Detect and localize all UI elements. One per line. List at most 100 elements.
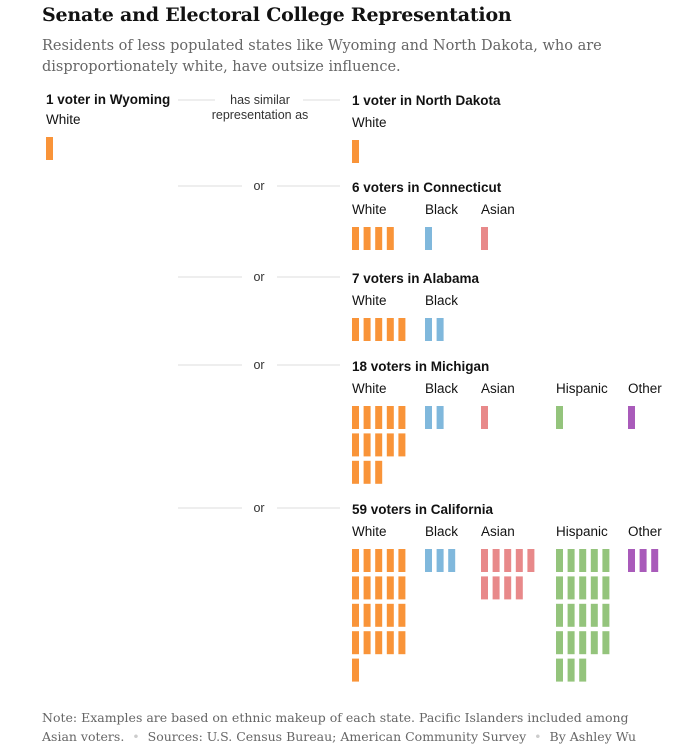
voter-unit-7-voters-in-alabama-white (398, 318, 406, 341)
group-label-18-voters-in-michigan-asian: Asian (481, 381, 515, 396)
voter-unit-59-voters-in-california-hispanic (567, 631, 575, 655)
note-text: Note: Examples are based on ethnic makeu… (42, 710, 629, 744)
pictogram-chart: 1 voter in Wyoming White 1 voter in North … (46, 92, 662, 682)
voter-unit-59-voters-in-california-hispanic (556, 549, 563, 572)
state-label-6-voters-in-connecticut: 6 voters in Connecticut (352, 180, 502, 195)
voter-unit-59-voters-in-california-hispanic (590, 549, 598, 572)
group-label-6-voters-in-connecticut-white: White (352, 202, 387, 217)
voter-unit-59-voters-in-california-white (398, 603, 406, 627)
connector-text-line1: has similar (230, 93, 290, 107)
group-label-wyoming-white: White (46, 112, 81, 127)
voter-unit-18-voters-in-michigan-white (386, 433, 394, 457)
voter-unit-6-voters-in-connecticut-white (386, 227, 394, 250)
group-label-59-voters-in-california-white: White (352, 524, 387, 539)
group-label-6-voters-in-connecticut-asian: Asian (481, 202, 515, 217)
voter-unit-wyoming-white (46, 137, 53, 160)
connector-or: or (253, 358, 264, 372)
group-label-59-voters-in-california-hispanic: Hispanic (556, 524, 608, 539)
voter-unit-59-voters-in-california-hispanic (556, 576, 563, 600)
voter-unit-59-voters-in-california-asian (492, 549, 500, 572)
voter-unit-18-voters-in-michigan-hispanic (556, 406, 563, 429)
voter-unit-59-voters-in-california-hispanic (579, 549, 587, 572)
voter-unit-18-voters-in-michigan-white (386, 406, 394, 429)
voter-unit-59-voters-in-california-white (352, 658, 359, 682)
group-label-18-voters-in-michigan-hispanic: Hispanic (556, 381, 608, 396)
voter-unit-7-voters-in-alabama-white (386, 318, 394, 341)
voter-unit-59-voters-in-california-white (398, 631, 406, 655)
chart-title: Senate and Electoral College Representat… (42, 4, 512, 26)
state-label-18-voters-in-michigan: 18 voters in Michigan (352, 359, 489, 374)
voter-unit-59-voters-in-california-other (639, 549, 647, 572)
voter-unit-18-voters-in-michigan-white (352, 460, 359, 484)
voter-unit-18-voters-in-michigan-white (363, 433, 371, 457)
voter-unit-59-voters-in-california-white (375, 549, 383, 572)
voter-unit-6-voters-in-connecticut-asian (481, 227, 488, 250)
voter-unit-18-voters-in-michigan-white (352, 433, 359, 457)
voter-unit-6-voters-in-connecticut-white (363, 227, 371, 250)
voter-unit-59-voters-in-california-white (363, 576, 371, 600)
voter-unit-59-voters-in-california-hispanic (579, 658, 587, 682)
voter-unit-59-voters-in-california-white (363, 603, 371, 627)
voter-unit-59-voters-in-california-black (448, 549, 456, 572)
chart-subtitle: Residents of less populated states like … (42, 38, 602, 75)
voter-unit-59-voters-in-california-hispanic (556, 631, 563, 655)
voter-unit-59-voters-in-california-hispanic (602, 631, 610, 655)
voter-unit-59-voters-in-california-hispanic (556, 603, 563, 627)
voter-unit-18-voters-in-michigan-white (398, 433, 406, 457)
voter-unit-1-voter-in-north-dakota-white (352, 140, 359, 163)
voter-unit-59-voters-in-california-asian (515, 576, 523, 600)
voter-unit-59-voters-in-california-hispanic (602, 576, 610, 600)
voter-unit-59-voters-in-california-hispanic (579, 603, 587, 627)
voter-unit-6-voters-in-connecticut-black (425, 227, 432, 250)
voter-unit-59-voters-in-california-hispanic (590, 576, 598, 600)
state-label-1-voter-in-wyoming: 1 voter in Wyoming (46, 92, 170, 107)
voter-unit-59-voters-in-california-hispanic (590, 603, 598, 627)
voter-unit-59-voters-in-california-white (375, 603, 383, 627)
voter-unit-18-voters-in-michigan-white (352, 406, 359, 429)
state-label-59-voters-in-california: 59 voters in California (352, 502, 494, 517)
group-label-59-voters-in-california-asian: Asian (481, 524, 515, 539)
voter-unit-59-voters-in-california-white (375, 576, 383, 600)
voter-unit-18-voters-in-michigan-white (375, 433, 383, 457)
voter-unit-59-voters-in-california-white (363, 631, 371, 655)
voter-unit-7-voters-in-alabama-black (436, 318, 444, 341)
voter-unit-59-voters-in-california-white (398, 549, 406, 572)
voter-unit-59-voters-in-california-white (386, 603, 394, 627)
state-label-1-voter-in-north-dakota: 1 voter in North Dakota (352, 93, 501, 108)
group-label-18-voters-in-michigan-other: Other (628, 381, 662, 396)
voter-unit-59-voters-in-california-hispanic (567, 549, 575, 572)
voter-unit-18-voters-in-michigan-asian (481, 406, 488, 429)
voter-unit-59-voters-in-california-hispanic (579, 576, 587, 600)
group-label-18-voters-in-michigan-black: Black (425, 381, 458, 396)
voter-unit-18-voters-in-michigan-white (398, 406, 406, 429)
voter-unit-59-voters-in-california-asian (481, 549, 488, 572)
group-label-1-voter-in-north-dakota-white: White (352, 115, 387, 130)
voter-unit-59-voters-in-california-hispanic (579, 631, 587, 655)
voter-unit-59-voters-in-california-white (386, 576, 394, 600)
voter-unit-59-voters-in-california-asian (527, 549, 535, 572)
voter-unit-59-voters-in-california-hispanic (567, 658, 575, 682)
group-label-18-voters-in-michigan-white: White (352, 381, 387, 396)
voter-unit-59-voters-in-california-white (375, 631, 383, 655)
voter-unit-18-voters-in-michigan-black (425, 406, 432, 429)
voter-unit-18-voters-in-michigan-black (436, 406, 444, 429)
connector-or: or (253, 501, 264, 515)
voter-unit-18-voters-in-michigan-white (363, 406, 371, 429)
group-label-6-voters-in-connecticut-black: Black (425, 202, 458, 217)
voter-unit-18-voters-in-michigan-white (375, 460, 383, 484)
voter-unit-18-voters-in-michigan-other (628, 406, 635, 429)
voter-unit-59-voters-in-california-white (352, 631, 359, 655)
voter-unit-59-voters-in-california-other (628, 549, 635, 572)
connector-text-line2: representation as (212, 108, 309, 122)
connector-or: or (253, 179, 264, 193)
group-label-59-voters-in-california-other: Other (628, 524, 662, 539)
voter-unit-59-voters-in-california-black (425, 549, 432, 572)
chart-note: Note: Examples are based on ethnic makeu… (42, 708, 662, 746)
voter-unit-59-voters-in-california-hispanic (602, 603, 610, 627)
voter-unit-59-voters-in-california-white (386, 631, 394, 655)
voter-unit-59-voters-in-california-hispanic (590, 631, 598, 655)
voter-unit-59-voters-in-california-white (363, 549, 371, 572)
voter-unit-7-voters-in-alabama-white (375, 318, 383, 341)
voter-unit-59-voters-in-california-other (651, 549, 659, 572)
voter-unit-59-voters-in-california-asian (492, 576, 500, 600)
